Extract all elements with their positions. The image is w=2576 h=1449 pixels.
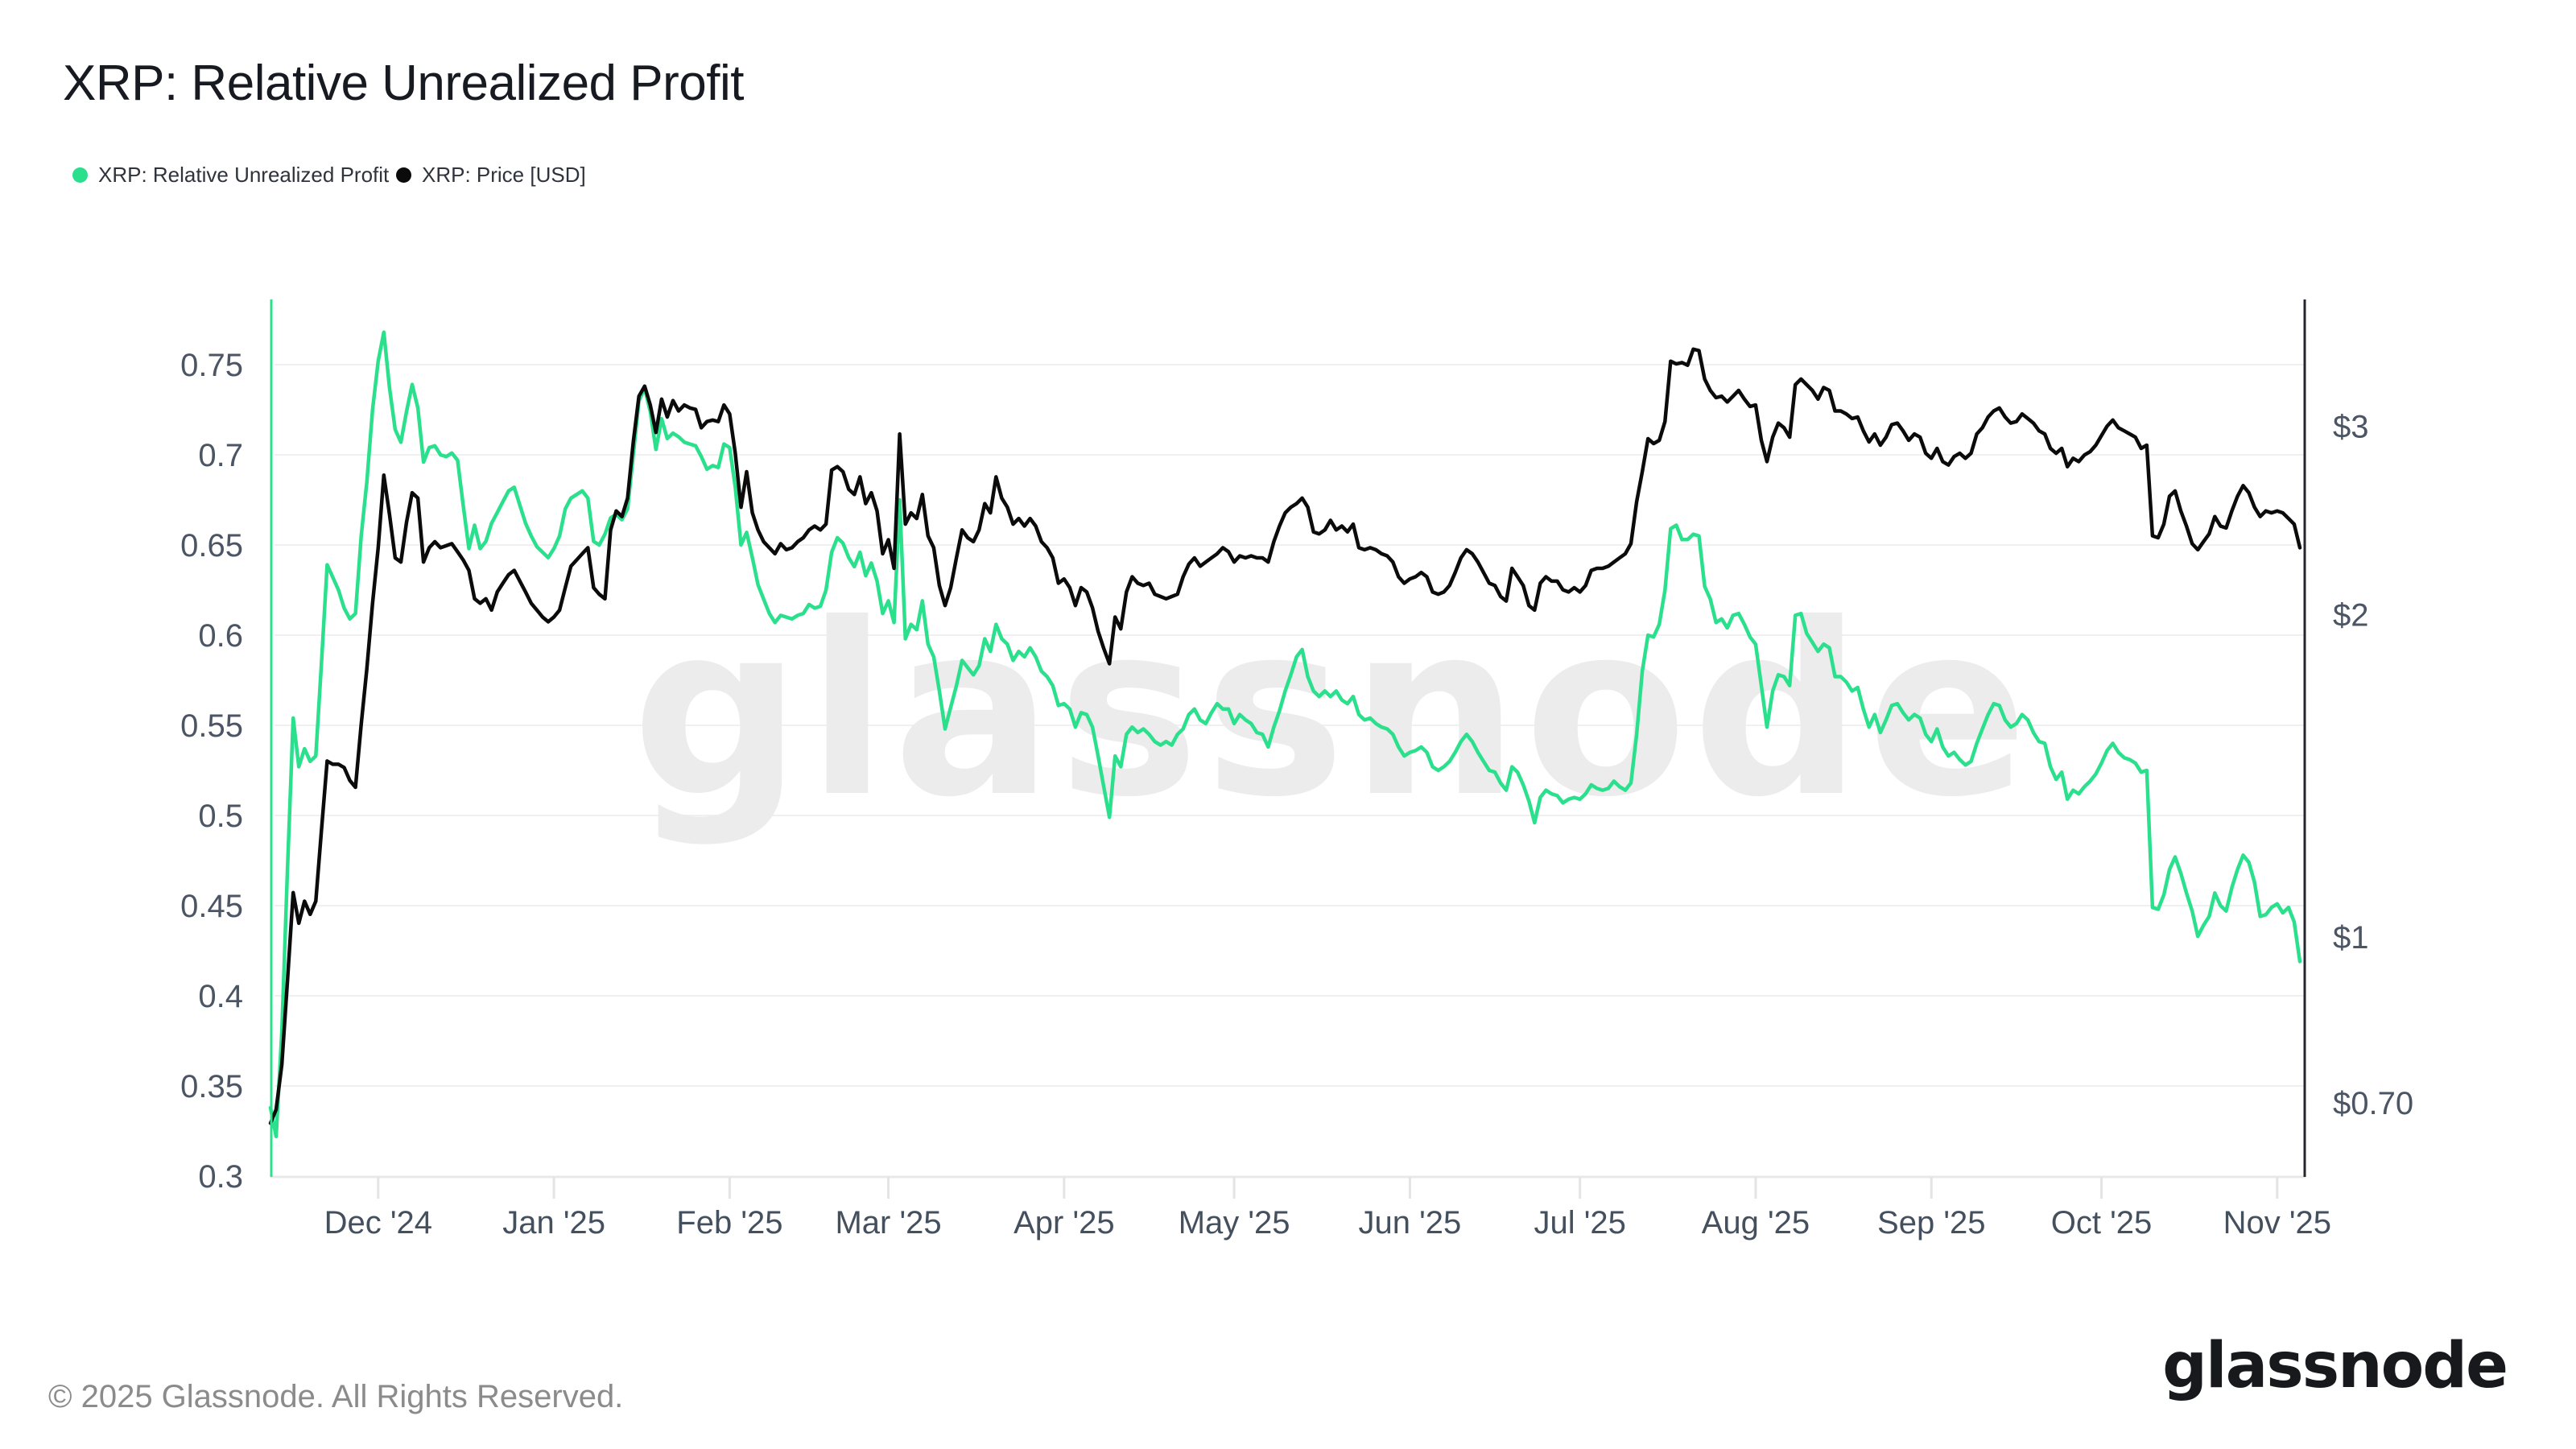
left-axis-tick-label: 0.3 bbox=[198, 1159, 243, 1195]
footer-copyright: © 2025 Glassnode. All Rights Reserved. bbox=[48, 1379, 624, 1414]
rup-series-dot-icon bbox=[72, 167, 88, 183]
right-axis-tick-label: $2 bbox=[2333, 598, 2369, 634]
left-axis-tick-label: 0.75 bbox=[180, 348, 243, 383]
x-axis-tick-label: Jul '25 bbox=[1534, 1205, 1625, 1241]
left-axis-tick-label: 0.65 bbox=[180, 528, 243, 564]
left-axis-tick-label: 0.6 bbox=[198, 618, 243, 654]
x-axis-tick-label: Jan '25 bbox=[502, 1205, 605, 1241]
x-axis-tick-label: Dec '24 bbox=[324, 1205, 432, 1241]
right-axis-tick-label: $3 bbox=[2333, 409, 2369, 444]
left-axis-tick-label: 0.4 bbox=[198, 979, 243, 1014]
left-axis-tick-label: 0.35 bbox=[180, 1069, 243, 1104]
legend-label-rup: XRP: Relative Unrealized Profit bbox=[98, 162, 390, 187]
left-axis-tick-label: 0.7 bbox=[198, 438, 243, 473]
legend-item-rup[interactable]: XRP: Relative Unrealized Profit bbox=[72, 162, 390, 187]
right-axis-tick-label: $1 bbox=[2333, 920, 2369, 956]
x-axis-tick-label: Nov '25 bbox=[2223, 1205, 2331, 1241]
price-series-dot-icon bbox=[396, 167, 411, 183]
legend-label-price: XRP: Price [USD] bbox=[422, 162, 586, 187]
chart-legend: XRP: Relative Unrealized Profit XRP: Pri… bbox=[0, 163, 2576, 188]
x-axis-tick-label: Feb '25 bbox=[676, 1205, 782, 1241]
x-axis-tick-label: Mar '25 bbox=[835, 1205, 941, 1241]
page-title: XRP: Relative Unrealized Profit bbox=[63, 56, 744, 111]
watermark-glassnode: glassnode bbox=[632, 572, 2033, 849]
left-axis-tick-label: 0.45 bbox=[180, 889, 243, 924]
right-axis-tick-label: $0.70 bbox=[2333, 1086, 2413, 1121]
series-price-line bbox=[268, 347, 2302, 1125]
glassnode-logo: glassnode bbox=[2162, 1330, 2508, 1402]
x-axis-tick-label: May '25 bbox=[1179, 1205, 1290, 1241]
legend-item-price[interactable]: XRP: Price [USD] bbox=[396, 162, 586, 187]
x-axis-tick-label: Oct '25 bbox=[2051, 1205, 2152, 1241]
series-rup-line bbox=[268, 330, 2302, 1138]
left-axis-tick-label: 0.55 bbox=[180, 708, 243, 744]
x-axis-tick-label: Sep '25 bbox=[1877, 1205, 1985, 1241]
left-axis-tick-label: 0.5 bbox=[198, 799, 243, 834]
x-axis-tick-label: Aug '25 bbox=[1702, 1205, 1810, 1241]
x-axis-tick-label: Apr '25 bbox=[1013, 1205, 1115, 1241]
x-axis-tick-label: Jun '25 bbox=[1359, 1205, 1462, 1241]
